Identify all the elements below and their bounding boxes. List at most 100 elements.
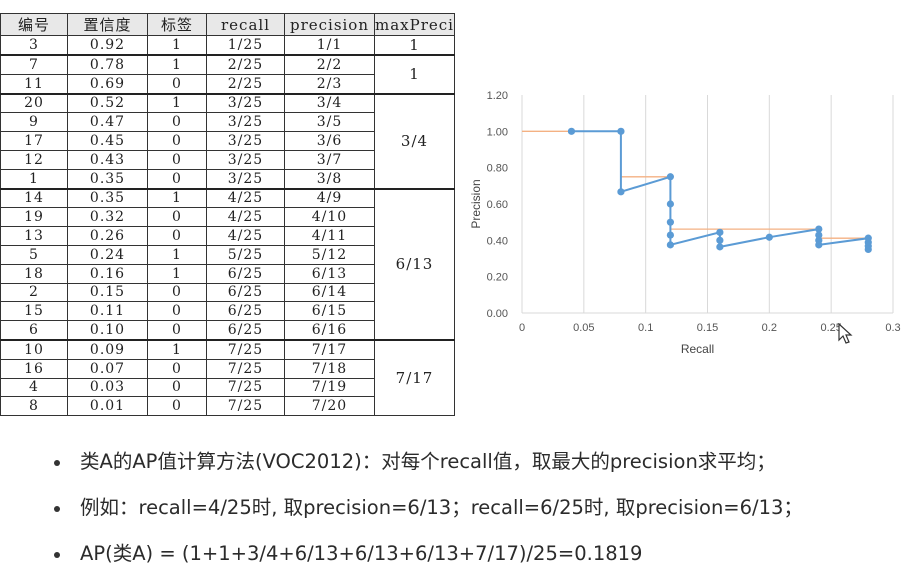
x-tick-label: 0.3 bbox=[885, 322, 900, 334]
table-row: 2 0.15 0 6/25 6/14 bbox=[0, 282, 455, 303]
cell-id: 8 bbox=[0, 396, 68, 417]
cell-id: 4 bbox=[0, 377, 68, 398]
cell-label: 0 bbox=[147, 168, 207, 190]
table-row: 17 0.45 0 3/25 3/6 bbox=[0, 131, 455, 151]
y-tick-label: 0.20 bbox=[487, 272, 508, 284]
cell-id: 7 bbox=[0, 53, 68, 75]
cell-recall: 3/25 bbox=[206, 168, 285, 190]
cell-recall: 3/25 bbox=[206, 92, 285, 114]
cell-confidence: 0.92 bbox=[67, 35, 148, 56]
cell-precision: 4/10 bbox=[284, 207, 375, 228]
bullet-dot bbox=[54, 552, 60, 558]
cell-recall: 2/25 bbox=[206, 53, 285, 75]
cell-id: 19 bbox=[0, 207, 68, 228]
cell-id: 1 bbox=[0, 168, 68, 190]
table-row: 3 0.92 1 1/25 1/1 1 bbox=[0, 35, 455, 56]
cell-recall: 4/25 bbox=[206, 187, 285, 209]
cell-precision: 6/16 bbox=[284, 320, 375, 341]
bullet-text: 例如：recall=4/25时, 取precision=6/13；recall=… bbox=[80, 496, 803, 519]
cell-recall: 3/25 bbox=[206, 112, 285, 133]
y-tick-label: 0.40 bbox=[487, 235, 508, 247]
cell-precision: 3/8 bbox=[284, 168, 375, 190]
cell-precision: 6/15 bbox=[284, 301, 375, 322]
cell-label: 1 bbox=[147, 263, 207, 284]
cell-recall: 2/25 bbox=[206, 73, 285, 95]
cell-confidence: 0.47 bbox=[67, 112, 148, 133]
cell-label: 0 bbox=[147, 149, 207, 170]
cell-recall: 7/25 bbox=[206, 396, 285, 417]
cell-confidence: 0.11 bbox=[67, 301, 148, 322]
precision-recall-chart: 0 0.05 0.1 0.15 0.2 0.25 0.3 0.00 0.20 0.40 0.60 0.… bbox=[469, 90, 901, 356]
cell-precision: 6/14 bbox=[284, 282, 375, 303]
table-header-row: 编号 置信度 标签 recall precision maxPreci bbox=[0, 13, 455, 36]
cell-confidence: 0.32 bbox=[67, 207, 148, 228]
pr-point bbox=[716, 228, 724, 236]
cell-recall: 1/25 bbox=[206, 35, 285, 56]
cell-precision: 7/19 bbox=[284, 377, 375, 398]
cell-label: 0 bbox=[147, 112, 207, 133]
y-tick-label: 1.00 bbox=[487, 126, 508, 138]
cell-precision: 7/20 bbox=[284, 396, 375, 417]
col-header-recall: recall bbox=[206, 13, 285, 36]
cell-precision: 6/13 bbox=[284, 263, 375, 284]
cell-confidence: 0.78 bbox=[67, 53, 148, 75]
cell-confidence: 0.15 bbox=[67, 282, 148, 303]
bullet-list: 类A的AP值计算方法(VOC2012)：对每个recall值，取最大的preci… bbox=[52, 447, 803, 585]
cell-precision: 3/5 bbox=[284, 112, 375, 133]
table-row: 6 0.10 0 6/25 6/16 bbox=[0, 320, 455, 341]
pr-point bbox=[716, 243, 724, 251]
cell-recall: 4/25 bbox=[206, 226, 285, 246]
cell-recall: 6/25 bbox=[206, 301, 285, 322]
cell-label: 0 bbox=[147, 320, 207, 341]
table-row: 16 0.07 0 7/25 7/18 bbox=[0, 358, 455, 379]
cell-label: 1 bbox=[147, 244, 207, 265]
cell-confidence: 0.35 bbox=[67, 168, 148, 190]
cell-label: 0 bbox=[147, 396, 207, 417]
cell-recall: 7/25 bbox=[206, 358, 285, 379]
cell-id: 16 bbox=[0, 358, 68, 379]
table-row: 20 0.52 1 3/25 3/4 3/4 bbox=[0, 92, 455, 190]
cell-confidence: 0.69 bbox=[67, 73, 148, 95]
cell-confidence: 0.09 bbox=[67, 338, 148, 360]
cell-id: 17 bbox=[0, 131, 68, 151]
cell-recall: 7/25 bbox=[206, 377, 285, 398]
cell-precision: 4/9 bbox=[284, 187, 375, 209]
cell-confidence: 0.07 bbox=[67, 358, 148, 379]
cell-confidence: 0.16 bbox=[67, 263, 148, 284]
y-tick-label: 0.60 bbox=[487, 199, 508, 211]
pr-point bbox=[666, 173, 674, 181]
cell-label: 0 bbox=[147, 377, 207, 398]
table-row: 19 0.32 0 4/25 4/10 bbox=[0, 207, 455, 228]
x-tick-label: 0.25 bbox=[820, 322, 841, 334]
y-tick-label: 0.80 bbox=[487, 163, 508, 175]
cell-id: 18 bbox=[0, 263, 68, 284]
y-tick-label: 1.20 bbox=[487, 90, 508, 102]
cell-maxprecision: 7/17 bbox=[374, 338, 455, 417]
cell-label: 1 bbox=[147, 338, 207, 360]
table-row: 13 0.26 0 4/25 4/11 bbox=[0, 226, 455, 246]
cell-recall: 7/25 bbox=[206, 338, 285, 360]
pr-point bbox=[815, 225, 823, 233]
bullet-item: 类A的AP值计算方法(VOC2012)：对每个recall值，取最大的preci… bbox=[52, 447, 803, 493]
cell-precision: 3/7 bbox=[284, 149, 375, 170]
cell-confidence: 0.52 bbox=[67, 92, 148, 114]
cell-id: 14 bbox=[0, 187, 68, 209]
cell-id: 11 bbox=[0, 73, 68, 95]
cell-id: 6 bbox=[0, 320, 68, 341]
x-tick-label: 0.15 bbox=[697, 322, 718, 334]
cell-confidence: 0.10 bbox=[67, 320, 148, 341]
cell-confidence: 0.45 bbox=[67, 131, 148, 151]
cell-id: 13 bbox=[0, 226, 68, 246]
col-header-maxprecision: maxPreci bbox=[374, 13, 455, 36]
x-tick-label: 0.2 bbox=[762, 322, 777, 334]
pr-point bbox=[666, 231, 674, 239]
interpolated-pr-line bbox=[522, 130, 869, 239]
table-row: 9 0.47 0 3/25 3/5 bbox=[0, 112, 455, 133]
bullet-text: AP(类A) = (1+1+3/4+6/13+6/13+6/13+7/17)/2… bbox=[80, 542, 643, 565]
x-tick-label: 0 bbox=[519, 322, 525, 334]
pr-point bbox=[617, 127, 625, 135]
col-header-id: 编号 bbox=[0, 13, 68, 36]
cell-label: 0 bbox=[147, 282, 207, 303]
cell-label: 0 bbox=[147, 207, 207, 228]
cell-label: 0 bbox=[147, 131, 207, 151]
